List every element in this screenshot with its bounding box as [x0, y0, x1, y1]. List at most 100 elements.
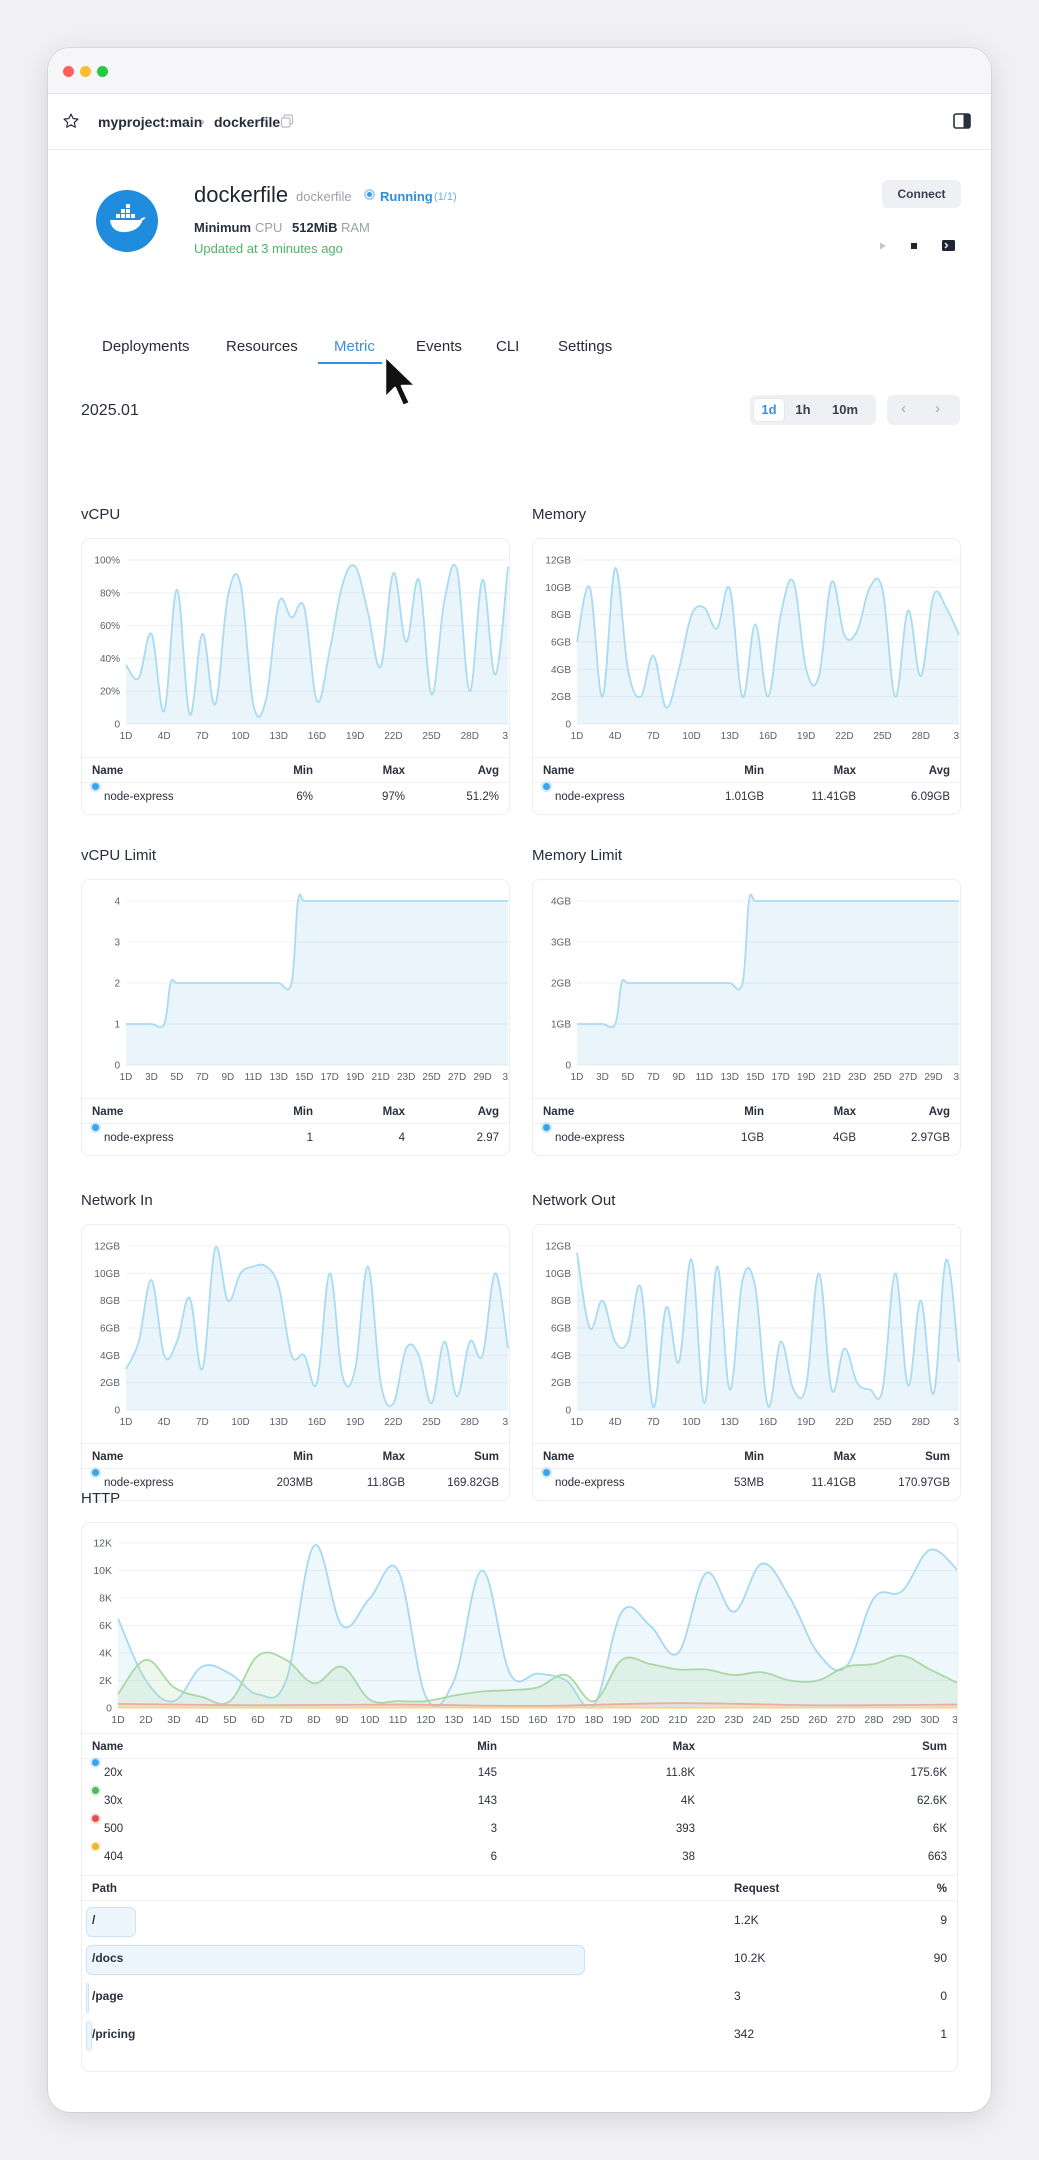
- x-tick-label: 4D: [609, 731, 622, 742]
- path-row[interactable]: /page 3 0: [82, 1977, 957, 2015]
- next-page-icon[interactable]: ›: [935, 400, 940, 417]
- range-1d-button[interactable]: 1d: [754, 399, 784, 421]
- path-row[interactable]: /pricing 342 1: [82, 2015, 957, 2053]
- minimize-window-button[interactable]: [80, 66, 91, 77]
- col-min: Min: [744, 765, 764, 777]
- col-aggregate: Sum: [925, 1451, 950, 1463]
- metric-card: 0 2GB 4GB 6GB 8GB 10GB 12GB 1D 4D 7D 10D 13D 16D 19D 2…: [532, 538, 961, 815]
- sum-value: 6K: [932, 1823, 947, 1835]
- y-tick-label: 10GB: [545, 583, 571, 594]
- metric-table: Name Min Max Sum node-express 203MB 11.8…: [82, 1443, 509, 1497]
- y-tick-label: 8GB: [551, 610, 571, 621]
- series-dot-icon: [92, 1124, 99, 1131]
- max-value: 393: [675, 1823, 695, 1835]
- request-count: 1.2K: [734, 1913, 759, 1927]
- metric-chart: 0 20% 40% 60% 80% 100% 1D 4D 7D 10D 13D 16D 19D 22D 25…: [94, 556, 509, 743]
- aggregate-value: 51.2%: [466, 791, 499, 803]
- service-type: dockerfile: [296, 189, 352, 204]
- x-tick-label: 22D: [696, 1714, 716, 1726]
- col-name: Name: [543, 1451, 575, 1463]
- tab-metric[interactable]: Metric: [334, 338, 375, 355]
- y-tick-label: 2: [114, 979, 120, 990]
- x-tick-label: 28D: [461, 731, 479, 742]
- path-name: /page: [92, 1989, 124, 2003]
- sidebar-toggle-icon[interactable]: [953, 113, 971, 134]
- x-tick-label: 11D: [696, 1072, 714, 1083]
- x-tick-label: 1D: [120, 731, 133, 742]
- x-tick-label: 22D: [384, 731, 402, 742]
- aggregate-value: 169.82GB: [447, 1477, 499, 1489]
- breadcrumb-project[interactable]: myproject:main: [98, 114, 203, 130]
- metric-chart: 0 2GB 4GB 6GB 8GB 10GB 12GB 1D 4D 7D 10D 13D 16D 19D 2…: [94, 1242, 509, 1429]
- zoom-window-button[interactable]: [97, 66, 108, 77]
- series-dot-icon: [92, 1843, 99, 1850]
- aggregate-value: 2.97GB: [911, 1132, 950, 1144]
- path-share-bar: [86, 2021, 92, 2051]
- metric-table: Name Min Max Avg node-express 1 4 2.97: [82, 1098, 509, 1152]
- tab-cli[interactable]: CLI: [496, 338, 520, 355]
- x-tick-label: 15D: [500, 1714, 520, 1726]
- col-aggregate: Sum: [474, 1451, 499, 1463]
- tab-deployments[interactable]: Deployments: [102, 338, 190, 355]
- path-row[interactable]: / 1.2K 9: [82, 1901, 957, 1939]
- x-tick-label: 5D: [622, 1072, 635, 1083]
- x-tick-label: 16D: [308, 731, 326, 742]
- terminal-icon[interactable]: [942, 238, 955, 256]
- star-icon[interactable]: [62, 112, 80, 135]
- col-percent: %: [936, 1883, 947, 1895]
- metric-title: Network In: [81, 1192, 153, 1209]
- x-tick-label: 1D: [571, 731, 584, 742]
- x-tick-label: 25D: [873, 1417, 891, 1428]
- range-1h-button[interactable]: 1h: [795, 402, 811, 417]
- x-tick-label: 10D: [682, 731, 700, 742]
- x-tick-label: 11D: [389, 1714, 408, 1726]
- series-dot-icon: [92, 1759, 99, 1766]
- docker-logo-icon: [96, 190, 158, 252]
- close-window-button[interactable]: [63, 66, 74, 77]
- tab-events[interactable]: Events: [416, 338, 462, 355]
- metric-card: 0 20% 40% 60% 80% 100% 1D 4D 7D 10D 13D 16D 19D 22D 25…: [81, 538, 510, 815]
- path-row[interactable]: /docs 10.2K 90: [82, 1939, 957, 1977]
- tab-settings[interactable]: Settings: [558, 338, 613, 355]
- x-tick-label: 19D: [346, 731, 364, 742]
- path-name: /: [92, 1913, 96, 1927]
- x-tick-label: 7D: [196, 731, 209, 742]
- x-tick-label: 19D: [346, 1072, 364, 1083]
- col-name: Name: [543, 765, 575, 777]
- x-tick-label: 22D: [384, 1417, 402, 1428]
- stop-icon[interactable]: [909, 238, 919, 256]
- x-tick-label: 21D: [668, 1714, 688, 1726]
- series-dot-icon: [92, 1815, 99, 1822]
- tab-resources[interactable]: Resources: [226, 338, 298, 355]
- y-tick-label: 10GB: [545, 1269, 571, 1280]
- series-dot-icon: [543, 1469, 550, 1476]
- y-tick-label: 60%: [100, 621, 120, 632]
- range-10m-button[interactable]: 10m: [831, 402, 859, 417]
- play-icon[interactable]: [878, 238, 888, 256]
- x-tick-label: 31: [953, 1072, 961, 1083]
- ram-label: RAM: [341, 220, 370, 235]
- breadcrumb-service[interactable]: dockerfile: [214, 114, 281, 130]
- http-chart: 0 2K 4K 6K 8K 10K 12K 1D 2D 3D 4D 5D 6D 7D 8D 9D 10D 11D 1…: [93, 1538, 957, 1726]
- series-name: node-express: [555, 1477, 625, 1489]
- y-tick-label: 0: [114, 1061, 120, 1072]
- x-tick-label: 26D: [808, 1714, 828, 1726]
- series-dot-icon: [92, 1469, 99, 1476]
- aggregate-value: 2.97: [476, 1132, 499, 1144]
- percent-value: 1: [940, 2027, 947, 2041]
- cpu-label: CPU: [255, 220, 283, 235]
- col-name: Name: [92, 765, 124, 777]
- copy-icon[interactable]: [280, 114, 294, 133]
- x-tick-label: 5D: [171, 1072, 184, 1083]
- running-status-icon: [364, 189, 375, 200]
- metric-card: 0 1GB 2GB 3GB 4GB 1D 3D 5D 7D 9D 11D 13D 15D 17D 19D 21…: [532, 879, 961, 1156]
- table-header: Name Min Max Sum: [82, 1443, 509, 1469]
- connect-button[interactable]: Connect: [882, 180, 961, 208]
- y-tick-label: 0: [565, 720, 571, 731]
- x-tick-label: 19D: [346, 1417, 364, 1428]
- table-row: 404 6 38 663: [82, 1843, 957, 1871]
- x-tick-label: 31: [502, 1072, 510, 1083]
- col-aggregate: Avg: [477, 765, 499, 777]
- previous-page-icon[interactable]: ‹: [901, 400, 906, 417]
- series-line: [126, 893, 508, 1029]
